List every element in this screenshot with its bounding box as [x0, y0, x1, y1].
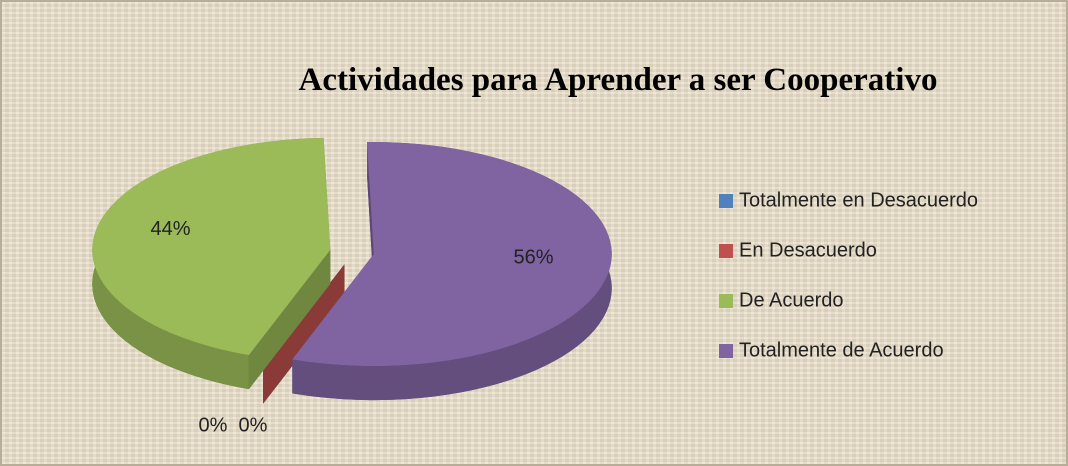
- legend-label: Totalmente en Desacuerdo: [739, 189, 978, 211]
- legend-swatch: [719, 294, 733, 308]
- legend-label: En Desacuerdo: [739, 239, 877, 261]
- chart-title: Actividades para Aprender a ser Cooperat…: [299, 62, 938, 98]
- legend-label: Totalmente de Acuerdo: [739, 339, 944, 361]
- slice-wall: [248, 249, 331, 390]
- data-label: 0%: [239, 414, 268, 436]
- data-label: 0%: [199, 414, 228, 436]
- legend-swatch: [719, 244, 733, 258]
- pie-slice: [92, 137, 331, 356]
- legend-label: De Acuerdo: [739, 289, 844, 311]
- slice-wall: [367, 142, 374, 289]
- legend-swatch: [719, 344, 733, 358]
- slice-rim: [292, 142, 612, 401]
- pie-slice: [292, 142, 612, 367]
- data-label: 44%: [151, 218, 191, 240]
- legend-swatch: [719, 194, 733, 208]
- data-label: 56%: [513, 247, 553, 269]
- slice-wall: [263, 264, 345, 404]
